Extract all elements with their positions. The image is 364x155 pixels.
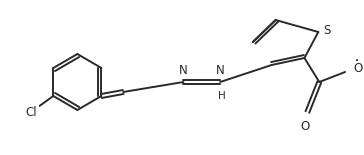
Text: O: O [353,62,362,75]
Text: O: O [301,120,310,133]
Text: N: N [179,64,188,77]
Text: H: H [218,91,226,101]
Text: Cl: Cl [26,106,37,120]
Text: S: S [324,24,331,36]
Text: N: N [216,64,225,77]
